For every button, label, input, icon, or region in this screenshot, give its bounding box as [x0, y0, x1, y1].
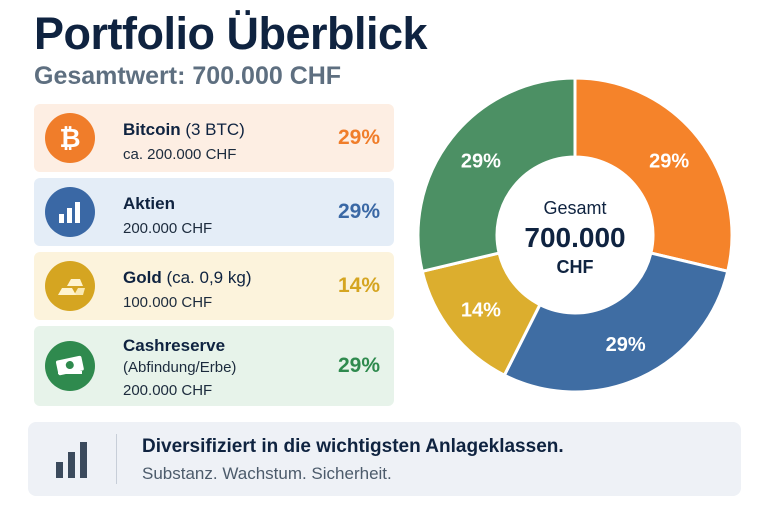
cash-icon [45, 341, 95, 391]
asset-card-cashreserve: Cashreserve (Abfindung/Erbe) 200.000 CHF… [34, 326, 394, 406]
donut-slice-bitcoin [573, 76, 734, 274]
asset-name: Cashreserve [123, 336, 226, 355]
asset-percent: 14% [337, 274, 380, 297]
donut-slice-aktien [502, 251, 730, 394]
donut-slice-label: 14% [461, 299, 501, 321]
asset-name-extra: (ca. 0,9 kg) [161, 268, 252, 287]
donut-slice-label: 29% [649, 151, 689, 173]
asset-name: Aktien [123, 194, 175, 213]
summary-subline: Substanz. Wachstum. Sicherheit. [142, 464, 392, 483]
donut-center-label-3: CHF [557, 257, 594, 277]
summary-headline: Diversifiziert in die wichtigsten Anlage… [142, 436, 564, 457]
asset-value: 100.000 CHF [123, 294, 213, 311]
asset-note: (Abfindung/Erbe) [123, 359, 237, 376]
asset-card-gold: Gold (ca. 0,9 kg) 100.000 CHF 14% [34, 252, 394, 320]
bitcoin-icon: ₿ [45, 113, 95, 163]
donut-slice-label: 29% [606, 334, 646, 356]
asset-percent: 29% [337, 354, 380, 377]
asset-value: 200.000 CHF [123, 382, 213, 399]
asset-list: ₿ Bitcoin (3 BTC) ca. 200.000 CHF 29% Ak… [34, 104, 394, 412]
asset-card-aktien: Aktien 200.000 CHF 29% [34, 178, 394, 246]
donut-center-label-2: 700.000 [524, 222, 625, 253]
asset-value: ca. 200.000 CHF [123, 146, 237, 163]
asset-name: Gold [123, 268, 162, 287]
donut-slice-cashreserve [416, 76, 577, 274]
divider [116, 434, 117, 484]
asset-value: 200.000 CHF [123, 220, 213, 237]
gold-bars-icon [45, 261, 95, 311]
bar-chart-icon [50, 438, 94, 482]
svg-text:₿: ₿ [59, 124, 80, 154]
donut-center-label-1: Gesamt [543, 198, 606, 218]
asset-percent: 29% [337, 126, 380, 149]
donut-slice-label: 29% [461, 151, 501, 173]
portfolio-donut-chart: 29% 29% 14% 29% Gesamt 700.000 CHF [416, 76, 734, 394]
asset-name-extra: (3 BTC) [180, 120, 245, 139]
asset-name: Bitcoin [123, 120, 181, 139]
total-value: Gesamtwert: 700.000 CHF [34, 62, 342, 90]
asset-percent: 29% [337, 200, 380, 223]
summary-banner: Diversifiziert in die wichtigsten Anlage… [28, 422, 741, 496]
asset-card-bitcoin: ₿ Bitcoin (3 BTC) ca. 200.000 CHF 29% [34, 104, 394, 172]
bar-chart-icon [45, 187, 95, 237]
page-title: Portfolio Überblick [34, 8, 428, 59]
